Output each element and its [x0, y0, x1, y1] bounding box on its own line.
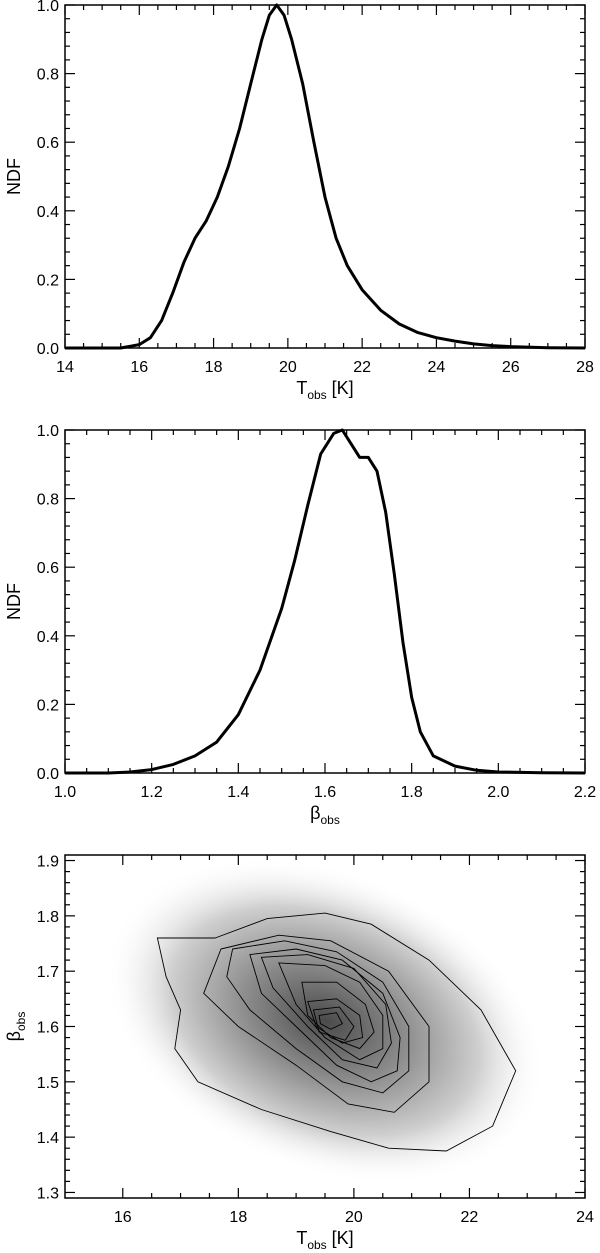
x-axis-label-unit: [K] — [327, 1228, 354, 1248]
y-tick-label: 1.0 — [37, 0, 59, 15]
x-tick-label: 14 — [56, 359, 74, 376]
x-tick-label: 1.2 — [141, 784, 163, 801]
x-tick-label: 16 — [130, 359, 148, 376]
temperature-ndf-panel: 14 16 18 20 22 24 26 28 0.0 0.2 0.4 0.6 0.8 1.0 Tobs [… — [4, 0, 594, 402]
plot-frame — [64, 429, 586, 774]
x-tick-label: 1.6 — [314, 784, 336, 801]
temperature-beta-density-panel: 16 18 20 22 24 1.3 1.4 1.5 1.6 1.7 1.8 1.9 Tobs [K] β… — [4, 854, 594, 1252]
y-tick-label: 0.2 — [37, 697, 59, 714]
y-tick-label: 1.8 — [37, 909, 59, 926]
y-tick-label: 1.3 — [37, 1185, 59, 1202]
x-tick-label: 24 — [428, 359, 446, 376]
x-axis-label-main: T — [296, 378, 307, 398]
x-axis-label: βobs — [310, 803, 340, 827]
x-tick-label: 24 — [576, 1209, 594, 1226]
contour-level-5 — [260, 954, 392, 1069]
y-tick-label: 1.6 — [37, 1020, 59, 1037]
y-tick-label: 1.9 — [37, 854, 59, 871]
y-tick-label: 1.4 — [37, 1130, 59, 1147]
y-tick-label: 1.5 — [37, 1075, 59, 1092]
y-axis-label: βobs — [4, 1012, 28, 1042]
x-axis-label-subscript: obs — [307, 388, 326, 402]
x-axis-label-main: β — [310, 803, 320, 823]
x-tick-label: 26 — [502, 359, 520, 376]
contour-level-4 — [249, 948, 401, 1083]
x-tick-label: 2.2 — [574, 784, 596, 801]
y-tick-label: 1.7 — [37, 964, 59, 981]
y-tick-label: 1.0 — [37, 423, 59, 440]
x-tick-label: 22 — [353, 359, 371, 376]
x-tick-label: 20 — [345, 1209, 363, 1226]
y-tick-label: 0.8 — [37, 67, 59, 84]
x-axis-label-subscript: obs — [321, 813, 340, 827]
y-axis-label-subscript: obs — [14, 1012, 28, 1031]
x-tick-label: 1.8 — [401, 784, 423, 801]
x-tick-label: 2.0 — [487, 784, 509, 801]
contour-level-9 — [312, 1006, 355, 1041]
x-axis-label-main: T — [296, 1228, 307, 1248]
x-axis-label: Tobs [K] — [296, 378, 353, 402]
contour-level-2 — [203, 934, 430, 1113]
y-tick-label: 0.8 — [37, 492, 59, 509]
x-tick-label: 28 — [576, 359, 594, 376]
density-layer — [104, 857, 546, 1185]
x-tick-label: 1.4 — [227, 784, 249, 801]
contour-level-7 — [301, 981, 375, 1050]
contour-level-8 — [307, 998, 364, 1044]
beta-ndf-panel: 1.0 1.2 1.4 1.6 1.8 2.0 2.2 0.0 0.2 0.4 0.6 0.8 1.0 β… — [4, 423, 596, 827]
y-axis-label: NDF — [4, 158, 24, 195]
y-axis-label-main: β — [4, 1031, 24, 1041]
x-tick-label: 22 — [461, 1209, 479, 1226]
density-glow — [104, 857, 546, 1185]
y-tick-label: 0.2 — [37, 272, 59, 289]
y-tick-label: 0.0 — [37, 341, 59, 358]
contour-level-3 — [226, 940, 410, 1094]
y-tick-label: 0.4 — [37, 629, 59, 646]
x-axis-label-subscript: obs — [307, 1238, 326, 1252]
x-tick-label: 16 — [114, 1209, 132, 1226]
x-tick-label: 18 — [205, 359, 223, 376]
x-tick-label: 18 — [229, 1209, 247, 1226]
y-tick-label: 0.6 — [37, 560, 59, 577]
x-tick-label: 1.0 — [54, 784, 76, 801]
contour-level-10 — [318, 1012, 343, 1030]
y-tick-label: 0.6 — [37, 135, 59, 152]
ndf-curve — [65, 428, 586, 775]
contour-level-6 — [278, 962, 384, 1061]
x-tick-label: 20 — [279, 359, 297, 376]
x-axis-label: Tobs [K] — [296, 1228, 353, 1252]
y-tick-label: 0.0 — [37, 766, 59, 783]
x-axis-label-unit: [K] — [327, 378, 354, 398]
y-axis-label: NDF — [4, 583, 24, 620]
ndf-curve — [65, 3, 586, 350]
contour-level-1 — [156, 912, 517, 1152]
plot-frame — [64, 4, 586, 349]
y-tick-label: 0.4 — [37, 204, 59, 221]
